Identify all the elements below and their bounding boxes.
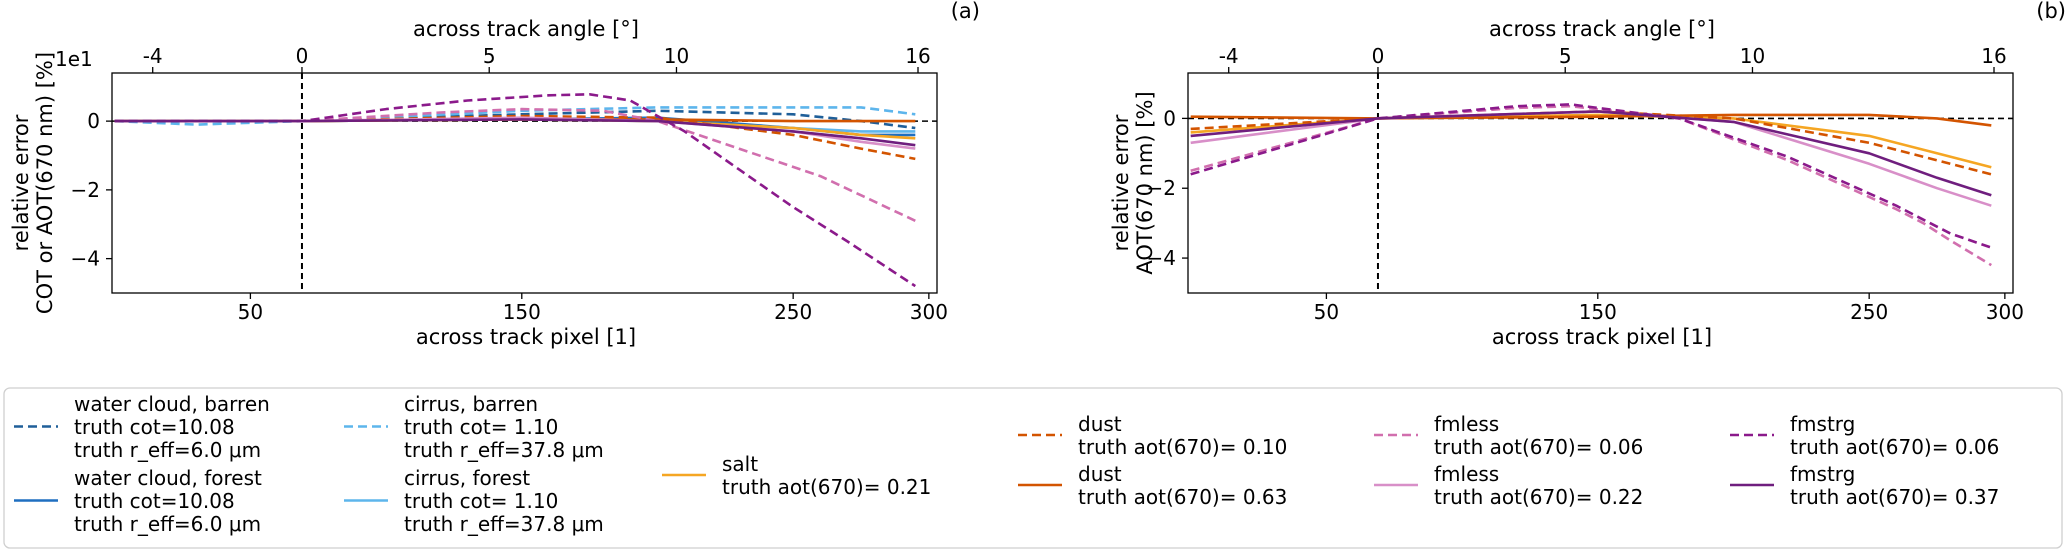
y-tick-label: −2 (1147, 176, 1176, 200)
plot-area-frame (1187, 72, 2014, 294)
panel-b: (b) across track angle [°] across track … (1109, 0, 2066, 349)
legend-label: truth r_eff=6.0 μm (74, 438, 261, 462)
y-axis-title-line1: relative error (1109, 114, 1133, 251)
top-axis-title: across track angle [°] (1489, 17, 1715, 41)
legend-label: truth cot= 1.10 (404, 415, 558, 439)
legend-label: truth aot(670)= 0.06 (1434, 435, 1643, 459)
legend-label: truth aot(670)= 0.21 (722, 475, 931, 499)
legend-label: truth r_eff=37.8 μm (404, 512, 604, 536)
legend-label: truth r_eff=6.0 μm (74, 512, 261, 536)
y-tick-label: −4 (71, 247, 100, 271)
top-tick-label: 5 (483, 44, 496, 68)
legend-label: water cloud, forest (74, 466, 262, 490)
y-tick-label: 0 (1163, 106, 1176, 130)
chart-layer-b: 50 150 250 300 -4 0 5 10 16 0 −2 −4 (1147, 44, 2024, 324)
x-tick-label: 250 (774, 300, 812, 324)
chart-layer-a: 50 150 250 300 -4 0 5 10 16 0 −2 −4 (71, 44, 948, 324)
x-tick-label: 300 (910, 300, 948, 324)
top-tick-label: 10 (664, 44, 689, 68)
y-tick-label: 0 (87, 109, 100, 133)
legend-label: truth cot=10.08 (74, 415, 235, 439)
series-line (114, 106, 916, 126)
panel-a: (a) across track angle [°] across track … (9, 0, 980, 349)
legend-label: truth aot(670)= 0.06 (1790, 435, 1999, 459)
series-line (1190, 104, 1992, 267)
legend-label: truth aot(670)= 0.22 (1434, 485, 1643, 509)
legend-label: dust (1078, 412, 1122, 436)
y-axis-title-line2: AOT(670 nm) [%] (1133, 91, 1157, 274)
top-tick-label: 5 (1559, 44, 1572, 68)
y-axis-title-line1: relative error (9, 114, 33, 251)
series-line (1190, 103, 1992, 249)
legend-label: cirrus, barren (404, 392, 538, 416)
legend-label: fmless (1434, 412, 1499, 436)
x-tick-label: 300 (1986, 300, 2024, 324)
legend-label: fmstrg (1790, 462, 1855, 486)
legend-label: fmstrg (1790, 412, 1855, 436)
series-line (114, 107, 916, 222)
legend-label: truth aot(670)= 0.10 (1078, 435, 1287, 459)
top-axis-title: across track angle [°] (413, 17, 639, 41)
x-tick-label: 150 (503, 300, 541, 324)
top-tick-label: -4 (143, 44, 163, 68)
legend-label: water cloud, barren (74, 392, 270, 416)
plot-area-frame (111, 72, 938, 294)
y-tick-label: −2 (71, 178, 100, 202)
legend-label: truth aot(670)= 0.37 (1790, 485, 1999, 509)
legend-label: fmless (1434, 462, 1499, 486)
legend-label: salt (722, 452, 758, 476)
series-line (114, 93, 917, 288)
top-tick-label: -4 (1219, 44, 1239, 68)
legend-frame (3, 387, 2063, 549)
legend-label: truth cot=10.08 (74, 489, 235, 513)
legend-label: truth aot(670)= 0.63 (1078, 485, 1287, 509)
top-tick-label: 0 (1372, 44, 1385, 68)
top-tick-label: 10 (1740, 44, 1765, 68)
y-offset-label: 1e1 (55, 47, 93, 71)
legend-label: dust (1078, 462, 1122, 486)
x-tick-label: 250 (1850, 300, 1888, 324)
top-tick-label: 16 (905, 44, 930, 68)
x-tick-label: 150 (1579, 300, 1617, 324)
series-line (114, 118, 916, 147)
top-tick-label: 16 (1981, 44, 2006, 68)
series-line (1190, 110, 1992, 197)
panel-label: (a) (951, 0, 980, 23)
legend-label: cirrus, forest (404, 466, 530, 490)
x-axis-title: across track pixel [1] (1492, 325, 1712, 349)
x-tick-label: 50 (1314, 300, 1339, 324)
panel-label: (b) (2036, 0, 2066, 23)
x-axis-title: across track pixel [1] (416, 325, 636, 349)
y-tick-label: −4 (1147, 246, 1176, 270)
top-tick-label: 0 (296, 44, 309, 68)
legend-label: truth r_eff=37.8 μm (404, 438, 604, 462)
legend-label: truth cot= 1.10 (404, 489, 558, 513)
y-axis-title-line2: COT or AOT(670 nm) [%] (33, 52, 57, 314)
x-tick-label: 50 (238, 300, 263, 324)
